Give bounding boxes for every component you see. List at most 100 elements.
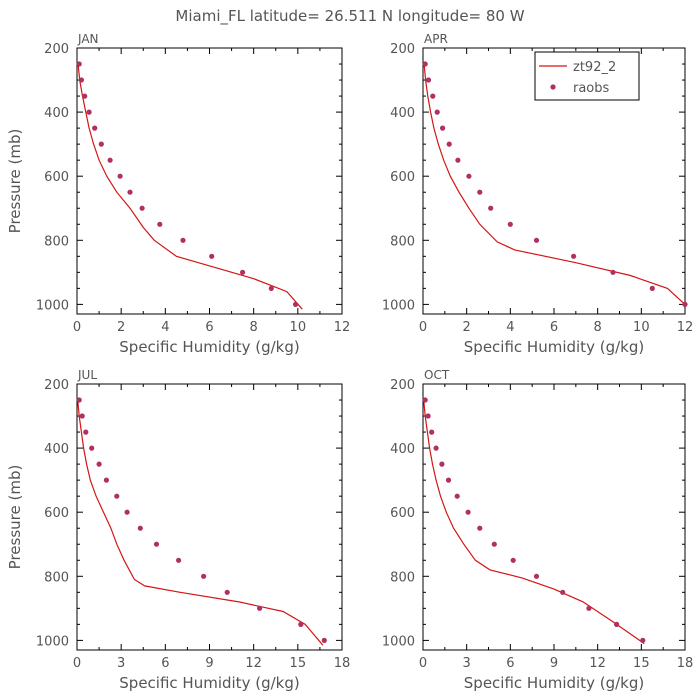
series-line-zt92-2	[423, 63, 686, 305]
data-point-raobs	[78, 77, 84, 83]
y-tick-label: 200	[44, 378, 69, 393]
data-point-raobs	[439, 461, 445, 467]
x-tick-label: 0	[73, 320, 81, 335]
panel-label: JAN	[77, 32, 99, 46]
x-tick-label: 0	[419, 656, 427, 671]
data-point-raobs	[430, 93, 436, 99]
y-tick-label: 600	[390, 170, 415, 185]
y-tick-label: 400	[390, 442, 415, 457]
x-tick-label: 10	[290, 320, 307, 335]
x-tick-label: 12	[677, 320, 694, 335]
data-point-raobs	[98, 141, 104, 147]
data-point-raobs	[533, 573, 540, 579]
y-tick-label: 400	[390, 106, 415, 121]
data-point-raobs	[425, 413, 431, 419]
data-point-raobs	[682, 301, 688, 307]
data-point-raobs	[466, 173, 472, 179]
data-point-raobs	[201, 573, 207, 579]
data-point-raobs	[209, 253, 215, 259]
y-axis-label: Pressure (mb)	[6, 465, 24, 570]
data-point-raobs	[83, 429, 89, 435]
y-tick-label: 600	[44, 506, 69, 521]
x-tick-label: 2	[117, 320, 125, 335]
data-point-raobs	[510, 557, 516, 563]
legend-label-model: zt92_2	[573, 60, 616, 75]
data-point-raobs	[560, 589, 566, 595]
data-point-raobs	[533, 237, 540, 243]
data-point-raobs	[79, 413, 85, 419]
x-tick-label: 6	[506, 656, 514, 671]
data-point-raobs	[640, 637, 646, 644]
data-point-raobs	[124, 509, 130, 515]
y-tick-label: 200	[44, 42, 69, 57]
data-point-raobs	[257, 605, 263, 611]
x-tick-label: 4	[161, 320, 169, 335]
data-point-raobs	[454, 493, 460, 499]
y-tick-label: 800	[390, 234, 415, 249]
y-tick-label: 600	[390, 506, 415, 521]
data-point-raobs	[103, 477, 109, 483]
data-point-raobs	[433, 445, 439, 451]
data-point-raobs	[114, 493, 120, 499]
y-tick-label: 1000	[382, 298, 415, 313]
data-point-raobs	[425, 77, 432, 83]
x-tick-label: 10	[633, 320, 650, 335]
data-point-raobs	[321, 637, 327, 644]
data-point-raobs	[455, 157, 461, 163]
data-point-raobs	[137, 525, 143, 531]
data-point-raobs	[446, 141, 452, 147]
data-point-raobs	[477, 525, 483, 531]
x-tick-label: 3	[117, 656, 125, 671]
x-tick-label: 3	[463, 656, 471, 671]
data-point-raobs	[491, 541, 497, 547]
x-axis-label: Specific Humidity (g/kg)	[119, 338, 299, 356]
plot-frame	[76, 383, 343, 651]
data-point-raobs	[268, 285, 274, 291]
data-point-raobs	[649, 285, 655, 291]
data-point-raobs	[477, 189, 483, 195]
y-tick-label: 800	[44, 234, 69, 249]
series-line-zt92-2	[77, 399, 324, 646]
y-tick-label: 600	[44, 170, 69, 185]
figure-title: Miami_FL latitude= 26.511 N longitude= 8…	[175, 7, 524, 26]
x-tick-label: 8	[594, 320, 602, 335]
legend-box	[534, 51, 640, 101]
series-line-zt92-2	[77, 63, 303, 310]
panel-jan: JAN 200 400 600 800 1000 0 2 4 6 8 10 12 Specific Hum…	[6, 32, 350, 356]
data-point-raobs	[96, 461, 102, 467]
x-axis-label: Specific Humidity (g/kg)	[464, 674, 644, 692]
y-tick-label: 800	[390, 570, 415, 585]
data-point-raobs	[429, 429, 435, 435]
y-axis-label: Pressure (mb)	[6, 129, 24, 234]
x-tick-label: 0	[73, 656, 81, 671]
x-tick-label: 6	[205, 320, 213, 335]
data-point-raobs	[614, 621, 620, 628]
data-point-raobs	[422, 61, 428, 67]
data-point-raobs	[586, 605, 592, 611]
y-tick-label: 1000	[382, 634, 415, 649]
data-point-raobs	[298, 621, 304, 628]
data-point-raobs	[157, 221, 163, 227]
data-point-raobs	[76, 397, 82, 403]
x-tick-label: 15	[633, 656, 650, 671]
data-point-raobs	[465, 509, 471, 515]
data-point-raobs	[127, 189, 133, 195]
data-point-raobs	[240, 269, 246, 275]
data-point-raobs	[293, 301, 299, 307]
x-tick-label: 15	[290, 656, 307, 671]
y-tick-label: 200	[390, 378, 415, 393]
series-line-zt92-2	[423, 399, 645, 645]
legend-label-obs: raobs	[573, 81, 610, 96]
plot-frame	[76, 47, 343, 315]
x-tick-label: 8	[250, 320, 258, 335]
x-tick-label: 18	[677, 656, 694, 671]
data-point-raobs	[422, 397, 428, 403]
panel-label: APR	[424, 32, 448, 46]
panel-label: JUL	[77, 368, 97, 382]
y-tick-label: 1000	[36, 634, 69, 649]
data-point-raobs	[76, 61, 82, 67]
data-point-raobs	[89, 445, 95, 451]
y-tick-label: 1000	[36, 298, 69, 313]
data-point-raobs	[139, 205, 145, 211]
x-axis-label: Specific Humidity (g/kg)	[464, 338, 644, 356]
